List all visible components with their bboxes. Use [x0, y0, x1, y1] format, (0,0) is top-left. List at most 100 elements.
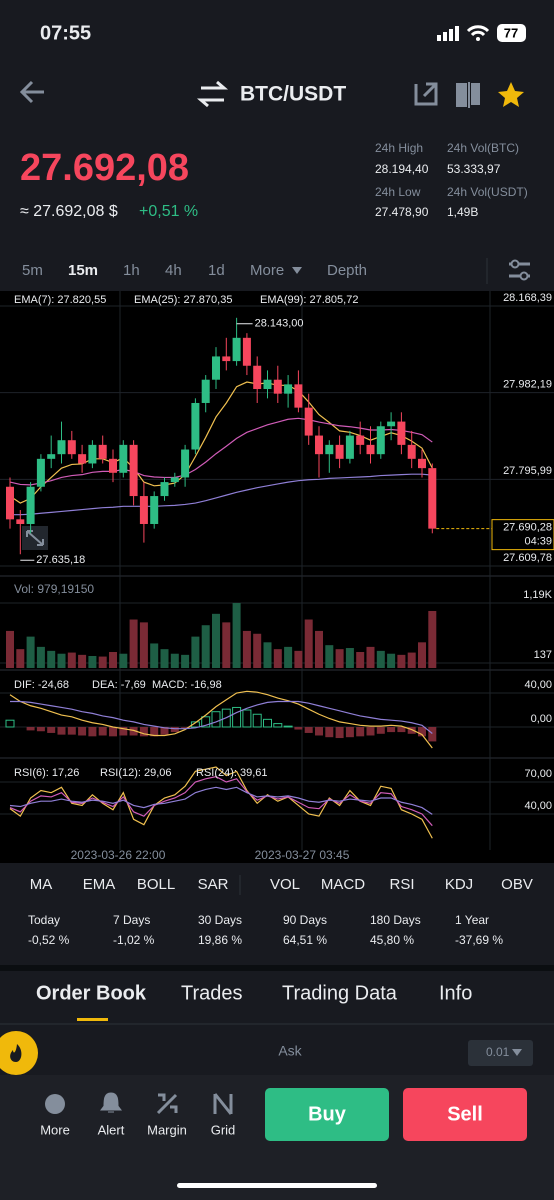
- section-tab[interactable]: Order Book: [36, 982, 147, 1004]
- swap-icon[interactable]: [196, 80, 229, 108]
- last-price-tag: [491, 519, 554, 551]
- ema-legend: EMA(99): 27.805,72: [260, 294, 358, 306]
- candle-body: [88, 444, 97, 464]
- interval-tab[interactable]: Depth: [327, 262, 367, 279]
- battery-level: 77: [504, 25, 518, 40]
- macd-bar: [190, 721, 200, 728]
- indicator-tab[interactable]: EMA: [83, 876, 116, 893]
- indicator-tab[interactable]: BOLL: [137, 876, 175, 893]
- macd-bar: [211, 711, 221, 728]
- alert-icon[interactable]: [100, 1092, 122, 1113]
- volume-bar: [376, 650, 385, 668]
- candle-body: [407, 444, 416, 459]
- sell-button[interactable]: [403, 1088, 527, 1141]
- candle-body: [181, 449, 190, 478]
- candle-body: [119, 444, 128, 473]
- macd-legend: DEA: -7,69: [92, 679, 146, 691]
- share-icon[interactable]: [414, 82, 438, 106]
- chart-background: [0, 291, 554, 863]
- interval-tab[interactable]: 5m: [22, 262, 43, 279]
- y-tick-label: 28.168,39: [503, 292, 552, 304]
- bottom-items: More Alert Margin Grid: [40, 1122, 235, 1137]
- y-tick-label: 1,19K: [523, 589, 552, 601]
- wifi-dot: [476, 37, 480, 41]
- interval-tab[interactable]: 4h: [165, 262, 182, 279]
- volume-bar: [232, 603, 241, 668]
- macd-bar: [294, 726, 303, 730]
- performance-label: 30 Days: [198, 913, 242, 927]
- favorite-star[interactable]: [498, 82, 524, 107]
- bottom-item-label[interactable]: More: [40, 1122, 70, 1137]
- interval-tab[interactable]: 1h: [123, 262, 140, 279]
- indicator-tab[interactable]: MA: [30, 876, 53, 893]
- margin-icon[interactable]: [156, 1093, 178, 1115]
- section-tab[interactable]: Trading Data: [282, 982, 398, 1004]
- high-label: 28.143,00: [255, 318, 304, 330]
- pair-title[interactable]: BTC/USDT: [240, 83, 346, 106]
- macd-bar: [366, 726, 375, 736]
- y-tick-label: 70,00: [524, 768, 552, 780]
- macd-bar: [376, 726, 385, 734]
- stat-value: 28.194,40: [375, 162, 429, 176]
- bottom-item-label[interactable]: Grid: [211, 1122, 236, 1137]
- macd-bar: [139, 726, 148, 737]
- macd-bar: [119, 726, 128, 736]
- interval-tab[interactable]: 1d: [208, 262, 225, 279]
- indicator-tab[interactable]: VOL: [270, 876, 300, 893]
- indicator-tab[interactable]: KDJ: [445, 876, 473, 893]
- performance-value: -1,02 %: [113, 933, 155, 947]
- macd-bar: [36, 726, 45, 732]
- ask-header: Ask: [278, 1043, 302, 1059]
- macd-bar: [418, 726, 426, 737]
- macd-line: [9, 690, 433, 749]
- bottom-item-label[interactable]: Alert: [98, 1122, 125, 1137]
- bottom-item-label[interactable]: Margin: [147, 1122, 187, 1137]
- macd-bar: [407, 726, 416, 734]
- stat-value: 27.478,90: [375, 205, 429, 219]
- interval-tab[interactable]: More: [250, 262, 284, 279]
- volume-bar: [191, 636, 200, 668]
- sell-label[interactable]: Sell: [447, 1103, 483, 1125]
- macd-bar: [160, 726, 169, 735]
- y-tick-label: 40,00: [524, 800, 552, 812]
- compare-icon[interactable]: [456, 82, 480, 108]
- countdown: 04:39: [524, 536, 552, 548]
- indicator-tab[interactable]: SAR: [198, 876, 229, 893]
- performance-label: Today: [28, 913, 60, 927]
- settings-knob: [519, 271, 529, 281]
- back-button[interactable]: [19, 80, 44, 104]
- macd-bar: [315, 726, 323, 736]
- indicator-tab[interactable]: OBV: [501, 876, 533, 893]
- section-tab[interactable]: Info: [439, 982, 472, 1004]
- performance: Today -0,52 % 7 Days -1,02 % 30 Days 19,86 % 9…: [28, 913, 503, 947]
- stat-label: 24h Low: [375, 185, 421, 199]
- candle-body: [129, 444, 138, 497]
- volume-bar: [26, 636, 35, 668]
- buy-button[interactable]: [265, 1088, 389, 1141]
- y-tick-label: 0,00: [531, 713, 552, 725]
- indicator-tab[interactable]: RSI: [389, 876, 414, 893]
- section-tab[interactable]: Trades: [181, 982, 243, 1004]
- indicator-tab[interactable]: MACD: [321, 876, 365, 893]
- fullscreen-icon: [26, 530, 44, 546]
- candle-body: [109, 458, 117, 473]
- candle-body: [253, 365, 262, 390]
- stat-label: 24h High: [375, 141, 423, 155]
- volume-bar: [98, 656, 107, 668]
- macd-bar: [273, 723, 283, 728]
- interval-tab-active[interactable]: 15m: [68, 262, 98, 279]
- y-tick-label: 27.795,99: [503, 465, 552, 477]
- precision-select[interactable]: [468, 1040, 533, 1066]
- x-tick-label: 2023-03-27 03:45: [255, 848, 350, 862]
- volume-bar: [345, 648, 354, 668]
- stat-value: 1,49B: [447, 205, 478, 219]
- grid-icon[interactable]: [213, 1093, 233, 1115]
- macd-legend: MACD: -16,98: [152, 679, 222, 691]
- candle-body: [356, 435, 365, 445]
- candle-body: [78, 454, 87, 464]
- volume-bar: [418, 642, 426, 668]
- macd-bar: [5, 719, 15, 728]
- buy-label[interactable]: Buy: [308, 1103, 347, 1125]
- more-icon[interactable]: [45, 1094, 65, 1114]
- clock: 07:55: [40, 22, 91, 44]
